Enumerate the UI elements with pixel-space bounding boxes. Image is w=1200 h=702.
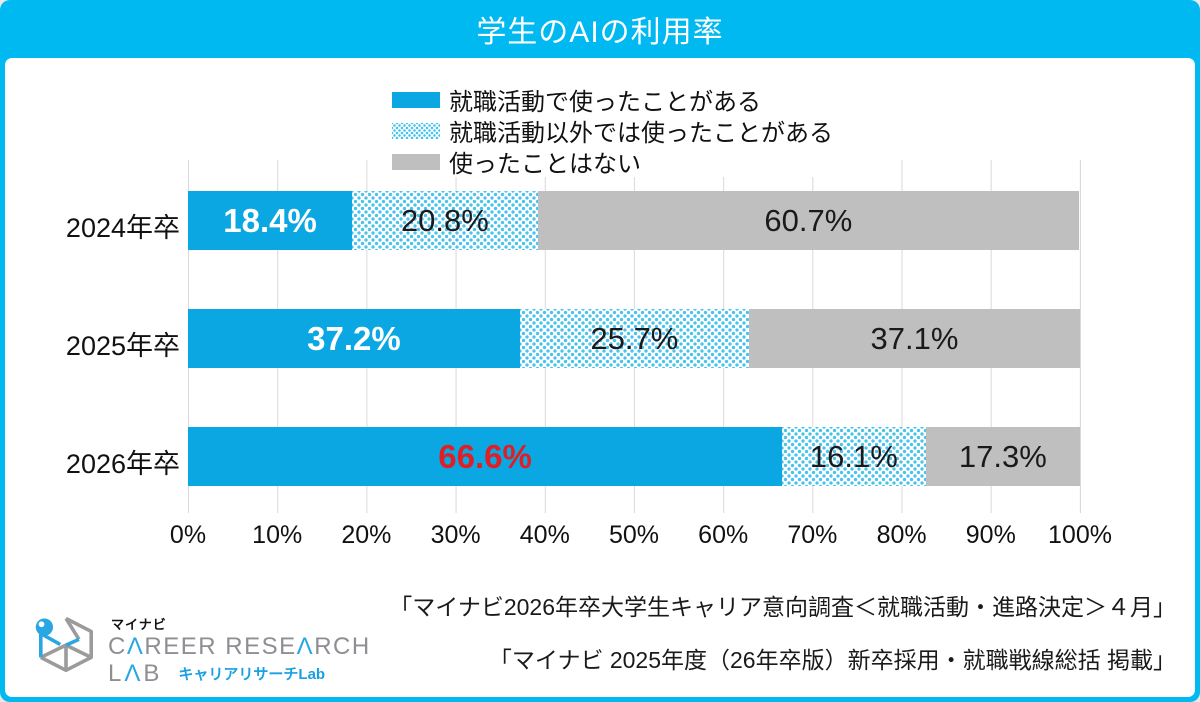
x-tick-label: 60% bbox=[698, 521, 749, 549]
bar-row: 18.4% 20.8% 60.7% bbox=[188, 191, 1080, 250]
legend-label: 就職活動で使ったことがある bbox=[449, 89, 761, 116]
legend-label: 就職活動以外では使ったことがある bbox=[449, 120, 833, 147]
legend-item-used-in-job-hunting: 就職活動で使ったことがある bbox=[392, 84, 833, 116]
legend-label: 使ったことはない bbox=[449, 151, 641, 178]
logo-brand-name: マイナビ bbox=[111, 617, 167, 632]
bar-value-label: 60.7% bbox=[764, 202, 853, 238]
bar-value-label: 17.3% bbox=[958, 438, 1047, 474]
bar-segment: 66.6% bbox=[188, 427, 783, 486]
chart-legend: 就職活動で使ったことがある 就職活動以外では使ったことがある 使ったことはない bbox=[392, 84, 839, 178]
legend-swatch-solid-blue bbox=[392, 91, 440, 108]
bar-segment: 25.7% bbox=[519, 309, 750, 368]
header-band: 学生のAIの利用率 bbox=[0, 0, 1200, 58]
bar-row: 66.6% 16.1% 17.3% bbox=[188, 427, 1080, 486]
x-tick-label: 20% bbox=[341, 521, 392, 549]
bar-segment: 60.7% bbox=[537, 191, 1080, 250]
bar-value-label: 18.4% bbox=[223, 201, 317, 239]
logo-text-block: マイナビ CΛREER RESEΛRCH LΛB キャリアリサーチLab bbox=[108, 612, 371, 687]
bar-value-label: 37.2% bbox=[307, 319, 401, 357]
bar-segment: 37.1% bbox=[749, 309, 1080, 368]
bar-segment: 18.4% bbox=[188, 191, 353, 250]
bar-value-label: 16.1% bbox=[809, 438, 898, 474]
x-tick-label: 90% bbox=[965, 521, 1016, 549]
x-tick-label: 30% bbox=[430, 521, 481, 549]
x-tick-label: 80% bbox=[876, 521, 927, 549]
legend-item-used-outside-job-hunting: 就職活動以外では使ったことがある bbox=[392, 115, 833, 147]
legend-item-never-used: 使ったことはない bbox=[392, 146, 833, 178]
category-label: 2024年卒 bbox=[65, 213, 180, 243]
legend-swatch-dotted-blue bbox=[392, 122, 440, 139]
x-tick-label: 10% bbox=[252, 521, 303, 549]
logo-lab: LΛB bbox=[108, 660, 163, 687]
logo-career-research: CΛREER RESEΛRCH bbox=[108, 633, 371, 660]
source-citation-2: 「マイナビ 2025年度（26年卒版）新卒採用・就職戦線総括 掲載」 bbox=[488, 647, 1176, 673]
bar-chart-plot-area: 18.4% 20.8% 60.7% 37.2% 25.7% 37.1% 66.6% 16.1%… bbox=[188, 160, 1081, 513]
x-tick-label: 40% bbox=[519, 521, 570, 549]
bar-segment: 16.1% bbox=[782, 427, 926, 486]
x-axis-ticks: 0% 10% 20% 30% 40% 50% 60% 70% 80% 90% 100% bbox=[170, 521, 1112, 551]
career-research-lab-logo: マイナビ CΛREER RESEΛRCH LΛB キャリアリサーチLab bbox=[30, 612, 371, 687]
source-citation-1: 「マイナビ2026年卒大学生キャリア意向調査＜就職活動・進路決定＞４月」 bbox=[389, 594, 1176, 620]
cube-logo-icon bbox=[35, 616, 93, 673]
bar-segment: 17.3% bbox=[925, 427, 1080, 486]
bar-value-label: 25.7% bbox=[590, 320, 679, 356]
logo-subtitle: キャリアリサーチLab bbox=[178, 666, 326, 683]
bar-value-label: 66.6% bbox=[438, 437, 532, 475]
bar-value-label: 20.8% bbox=[400, 202, 489, 238]
legend-swatch-gray bbox=[392, 153, 440, 170]
x-tick-label: 0% bbox=[169, 521, 207, 549]
bar-segment: 37.2% bbox=[188, 309, 520, 368]
x-tick-label: 50% bbox=[608, 521, 660, 549]
x-tick-label: 100% bbox=[1048, 521, 1112, 549]
category-label: 2026年卒 bbox=[65, 449, 180, 479]
x-tick-label: 70% bbox=[787, 521, 838, 549]
bar-row: 37.2% 25.7% 37.1% bbox=[188, 309, 1080, 368]
page-title: 学生のAIの利用率 bbox=[476, 16, 724, 49]
bar-segment: 20.8% bbox=[352, 191, 538, 250]
bar-value-label: 37.1% bbox=[870, 320, 959, 356]
category-label: 2025年卒 bbox=[65, 331, 180, 361]
